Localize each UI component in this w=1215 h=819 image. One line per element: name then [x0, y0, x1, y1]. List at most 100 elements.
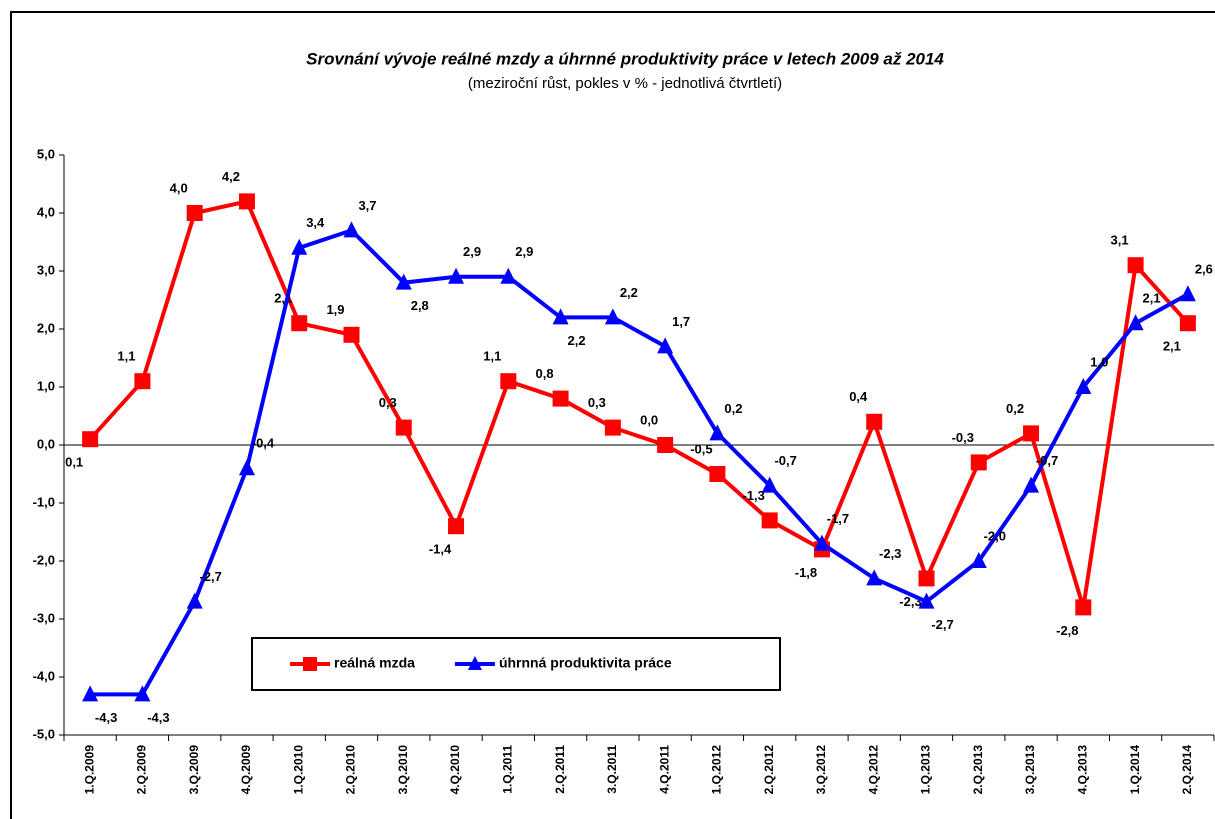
- marker: [970, 454, 987, 471]
- marker: [186, 592, 203, 609]
- marker: [1179, 285, 1196, 302]
- data-label: -2,3: [879, 546, 901, 561]
- marker: [186, 205, 203, 221]
- marker: [918, 592, 935, 609]
- data-label: -0,7: [774, 453, 796, 468]
- marker: [1023, 425, 1040, 442]
- data-label: 2,1: [1163, 339, 1181, 354]
- marker: [1179, 315, 1196, 332]
- marker: [604, 419, 621, 436]
- data-label: 0,4: [849, 389, 868, 404]
- y-tick-label: -1,0: [33, 494, 55, 509]
- x-tick-label: 1.Q.2010: [291, 745, 305, 795]
- legend: [251, 637, 781, 691]
- x-tick-label: 3.Q.2009: [187, 745, 201, 795]
- data-label: 2,2: [568, 333, 586, 348]
- chart-title: Srovnání vývoje reálné mzdy a úhrnné pro…: [306, 49, 944, 68]
- marker: [134, 685, 151, 702]
- marker: [343, 221, 360, 238]
- data-label: 4,2: [222, 169, 240, 184]
- data-label: 2,9: [515, 244, 533, 259]
- series-line: [88, 199, 1190, 608]
- x-tick-label: 3.Q.2010: [396, 745, 410, 795]
- x-tick-label: 2.Q.2009: [135, 745, 149, 795]
- data-label: 1,7: [672, 314, 690, 329]
- marker: [866, 413, 883, 430]
- marker: [761, 512, 778, 529]
- x-tick-label: 3.Q.2012: [814, 745, 828, 795]
- marker: [82, 431, 99, 448]
- marker: [238, 459, 255, 476]
- marker: [761, 476, 778, 493]
- x-tick-label: 2.Q.2013: [971, 745, 985, 795]
- data-label: 0,8: [536, 366, 554, 381]
- x-tick-label: 1.Q.2013: [919, 745, 933, 795]
- marker: [448, 267, 465, 284]
- legend-label: reálná mzda: [334, 655, 415, 671]
- marker: [918, 570, 935, 587]
- x-tick-label: 1.Q.2012: [710, 745, 724, 795]
- data-label: 0,0: [640, 412, 658, 427]
- x-tick-label: 4.Q.2013: [1075, 745, 1089, 795]
- data-label: 0,3: [588, 395, 606, 410]
- y-tick-label: 5,0: [37, 146, 55, 161]
- y-tick-label: 4,0: [37, 204, 55, 219]
- legend-marker: [303, 657, 317, 671]
- data-label: 1,1: [117, 349, 135, 364]
- x-tick-label: 1.Q.2009: [82, 745, 96, 795]
- legend-label: úhrnná produktivita práce: [499, 655, 672, 671]
- marker: [709, 466, 726, 482]
- data-label: -1,7: [827, 511, 849, 526]
- frame: [10, 11, 1215, 819]
- marker: [134, 373, 151, 390]
- marker: [866, 569, 883, 586]
- y-tick-label: -5,0: [33, 726, 55, 741]
- marker: [82, 685, 99, 702]
- data-label: -2,7: [931, 617, 953, 632]
- x-tick-label: 2.Q.2012: [762, 745, 776, 795]
- marker: [813, 534, 830, 551]
- marker: [500, 373, 517, 390]
- data-label: -4,3: [147, 710, 169, 725]
- x-tick-label: 4.Q.2011: [657, 745, 671, 794]
- legend-marker: [467, 656, 482, 670]
- data-label: 0,2: [724, 401, 742, 416]
- marker: [448, 518, 465, 535]
- y-tick-label: -2,0: [33, 552, 55, 567]
- data-label: 2,9: [463, 244, 481, 259]
- y-tick-label: 1,0: [37, 378, 55, 393]
- data-label: 1,1: [483, 349, 501, 364]
- marker: [291, 315, 308, 332]
- data-label: 1,9: [326, 302, 344, 317]
- x-tick-label: 4.Q.2010: [448, 745, 462, 795]
- x-tick-label: 1.Q.2014: [1128, 745, 1142, 795]
- data-label: -2,7: [199, 569, 221, 584]
- y-tick-label: 0,0: [37, 436, 55, 451]
- data-label: 2,1: [1143, 291, 1161, 306]
- data-label: 2,2: [620, 285, 638, 300]
- marker: [395, 419, 412, 436]
- data-label: -1,4: [429, 542, 452, 557]
- data-label: -0,4: [252, 436, 275, 451]
- x-tick-label: 3.Q.2011: [605, 745, 619, 794]
- x-tick-label: 1.Q.2011: [500, 745, 514, 794]
- marker: [552, 390, 569, 407]
- marker: [552, 308, 569, 325]
- data-label: 3,4: [306, 215, 325, 230]
- data-label: -2,8: [1056, 623, 1078, 638]
- data-label: 2,8: [411, 298, 429, 313]
- x-tick-label: 2.Q.2010: [344, 745, 358, 795]
- marker: [238, 193, 255, 210]
- data-label: -4,3: [95, 710, 117, 725]
- x-tick-label: 4.Q.2009: [239, 745, 253, 795]
- data-label: 0,2: [1006, 401, 1024, 416]
- y-tick-label: 3,0: [37, 262, 55, 277]
- data-label: 2,6: [1195, 262, 1213, 277]
- marker: [1023, 476, 1040, 493]
- data-label: 1,0: [1090, 354, 1108, 369]
- marker: [291, 238, 308, 255]
- marker: [1127, 257, 1144, 274]
- x-tick-label: 3.Q.2013: [1023, 745, 1037, 795]
- data-label: -0,5: [690, 441, 712, 456]
